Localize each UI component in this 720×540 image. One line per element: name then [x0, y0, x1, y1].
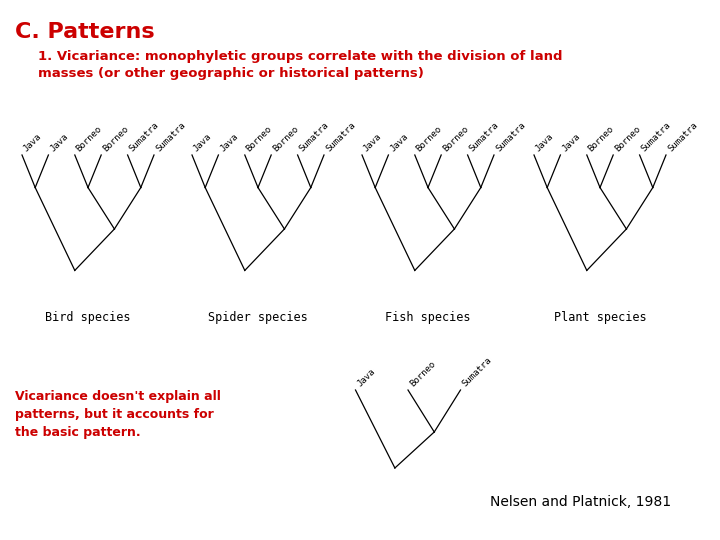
Text: Borneo: Borneo — [271, 124, 300, 153]
Text: Sumatra: Sumatra — [297, 120, 330, 153]
Text: Sumatra: Sumatra — [461, 355, 493, 388]
Text: Borneo: Borneo — [245, 124, 274, 153]
Text: Fish species: Fish species — [385, 311, 471, 324]
Text: Java: Java — [388, 131, 410, 153]
Text: Borneo: Borneo — [415, 124, 444, 153]
Text: Java: Java — [22, 131, 44, 153]
Text: Java: Java — [192, 131, 214, 153]
Text: Borneo: Borneo — [102, 124, 130, 153]
Text: Sumatra: Sumatra — [467, 120, 500, 153]
Text: Sumatra: Sumatra — [639, 120, 672, 153]
Text: 1. Vicariance: monophyletic groups correlate with the division of land
masses (o: 1. Vicariance: monophyletic groups corre… — [38, 50, 562, 80]
Text: Java: Java — [356, 367, 377, 388]
Text: Borneo: Borneo — [587, 124, 616, 153]
Text: Bird species: Bird species — [45, 311, 131, 324]
Text: Plant species: Plant species — [554, 311, 647, 324]
Text: Sumatra: Sumatra — [127, 120, 161, 153]
Text: Nelsen and Platnick, 1981: Nelsen and Platnick, 1981 — [490, 495, 671, 509]
Text: Sumatra: Sumatra — [666, 120, 699, 153]
Text: Sumatra: Sumatra — [324, 120, 357, 153]
Text: Borneo: Borneo — [441, 124, 470, 153]
Text: C. Patterns: C. Patterns — [15, 22, 155, 42]
Text: Java: Java — [362, 131, 384, 153]
Text: Vicariance doesn't explain all
patterns, but it accounts for
the basic pattern.: Vicariance doesn't explain all patterns,… — [15, 390, 221, 439]
Text: Borneo: Borneo — [408, 359, 437, 388]
Text: Java: Java — [218, 131, 240, 153]
Text: Borneo: Borneo — [75, 124, 104, 153]
Text: Spider species: Spider species — [208, 311, 308, 324]
Text: Sumatra: Sumatra — [154, 120, 187, 153]
Text: Java: Java — [534, 131, 556, 153]
Text: Sumatra: Sumatra — [494, 120, 527, 153]
Text: Java: Java — [560, 131, 582, 153]
Text: Borneo: Borneo — [613, 124, 642, 153]
Text: Java: Java — [48, 131, 70, 153]
